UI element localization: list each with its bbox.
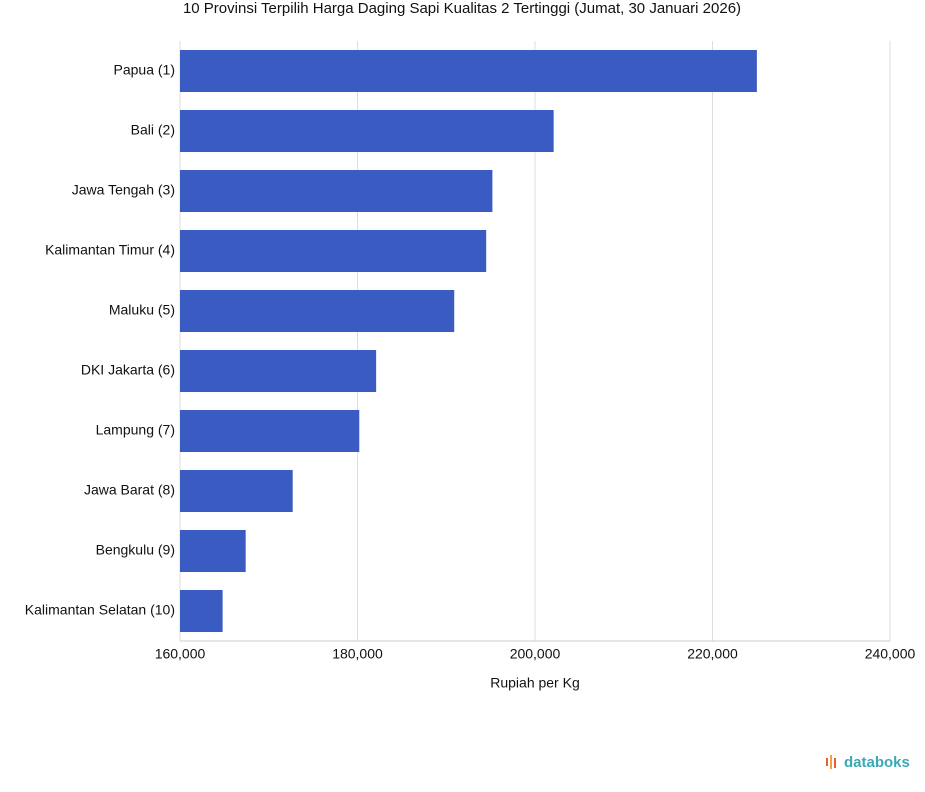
bar	[180, 410, 360, 452]
y-tick-label: Kalimantan Timur (4)	[45, 242, 175, 258]
x-tick-label: 200,000	[510, 646, 561, 662]
y-tick-label: Lampung (7)	[96, 422, 175, 438]
bar	[180, 350, 377, 392]
y-tick-label: Maluku (5)	[109, 302, 175, 318]
y-tick-label: DKI Jakarta (6)	[81, 362, 175, 378]
bar	[180, 230, 487, 272]
x-tick-label: 240,000	[865, 646, 916, 662]
y-tick-label: Bengkulu (9)	[96, 542, 175, 558]
bar	[180, 50, 757, 92]
logo-icon	[834, 758, 836, 768]
logo: databoks	[826, 754, 910, 771]
y-tick-label: Papua (1)	[114, 62, 175, 78]
bar	[180, 470, 293, 512]
bar	[180, 530, 246, 572]
bar	[180, 110, 554, 152]
y-tick-label: Bali (2)	[131, 122, 175, 138]
y-tick-label: Jawa Tengah (3)	[72, 182, 175, 198]
bar	[180, 290, 455, 332]
x-tick-label: 220,000	[687, 646, 738, 662]
y-tick-label: Jawa Barat (8)	[84, 482, 175, 498]
x-tick-label: 160,000	[155, 646, 206, 662]
chart-title: 10 Provinsi Terpilih Harga Daging Sapi K…	[183, 0, 741, 17]
bar	[180, 590, 223, 632]
bar	[180, 170, 493, 212]
watermark: databoks	[844, 754, 910, 771]
logo-icon	[826, 758, 828, 766]
y-tick-label: Kalimantan Selatan (10)	[25, 602, 175, 618]
logo-icon	[830, 755, 832, 769]
x-axis-label: Rupiah per Kg	[490, 675, 580, 691]
x-tick-label: 180,000	[332, 646, 383, 662]
